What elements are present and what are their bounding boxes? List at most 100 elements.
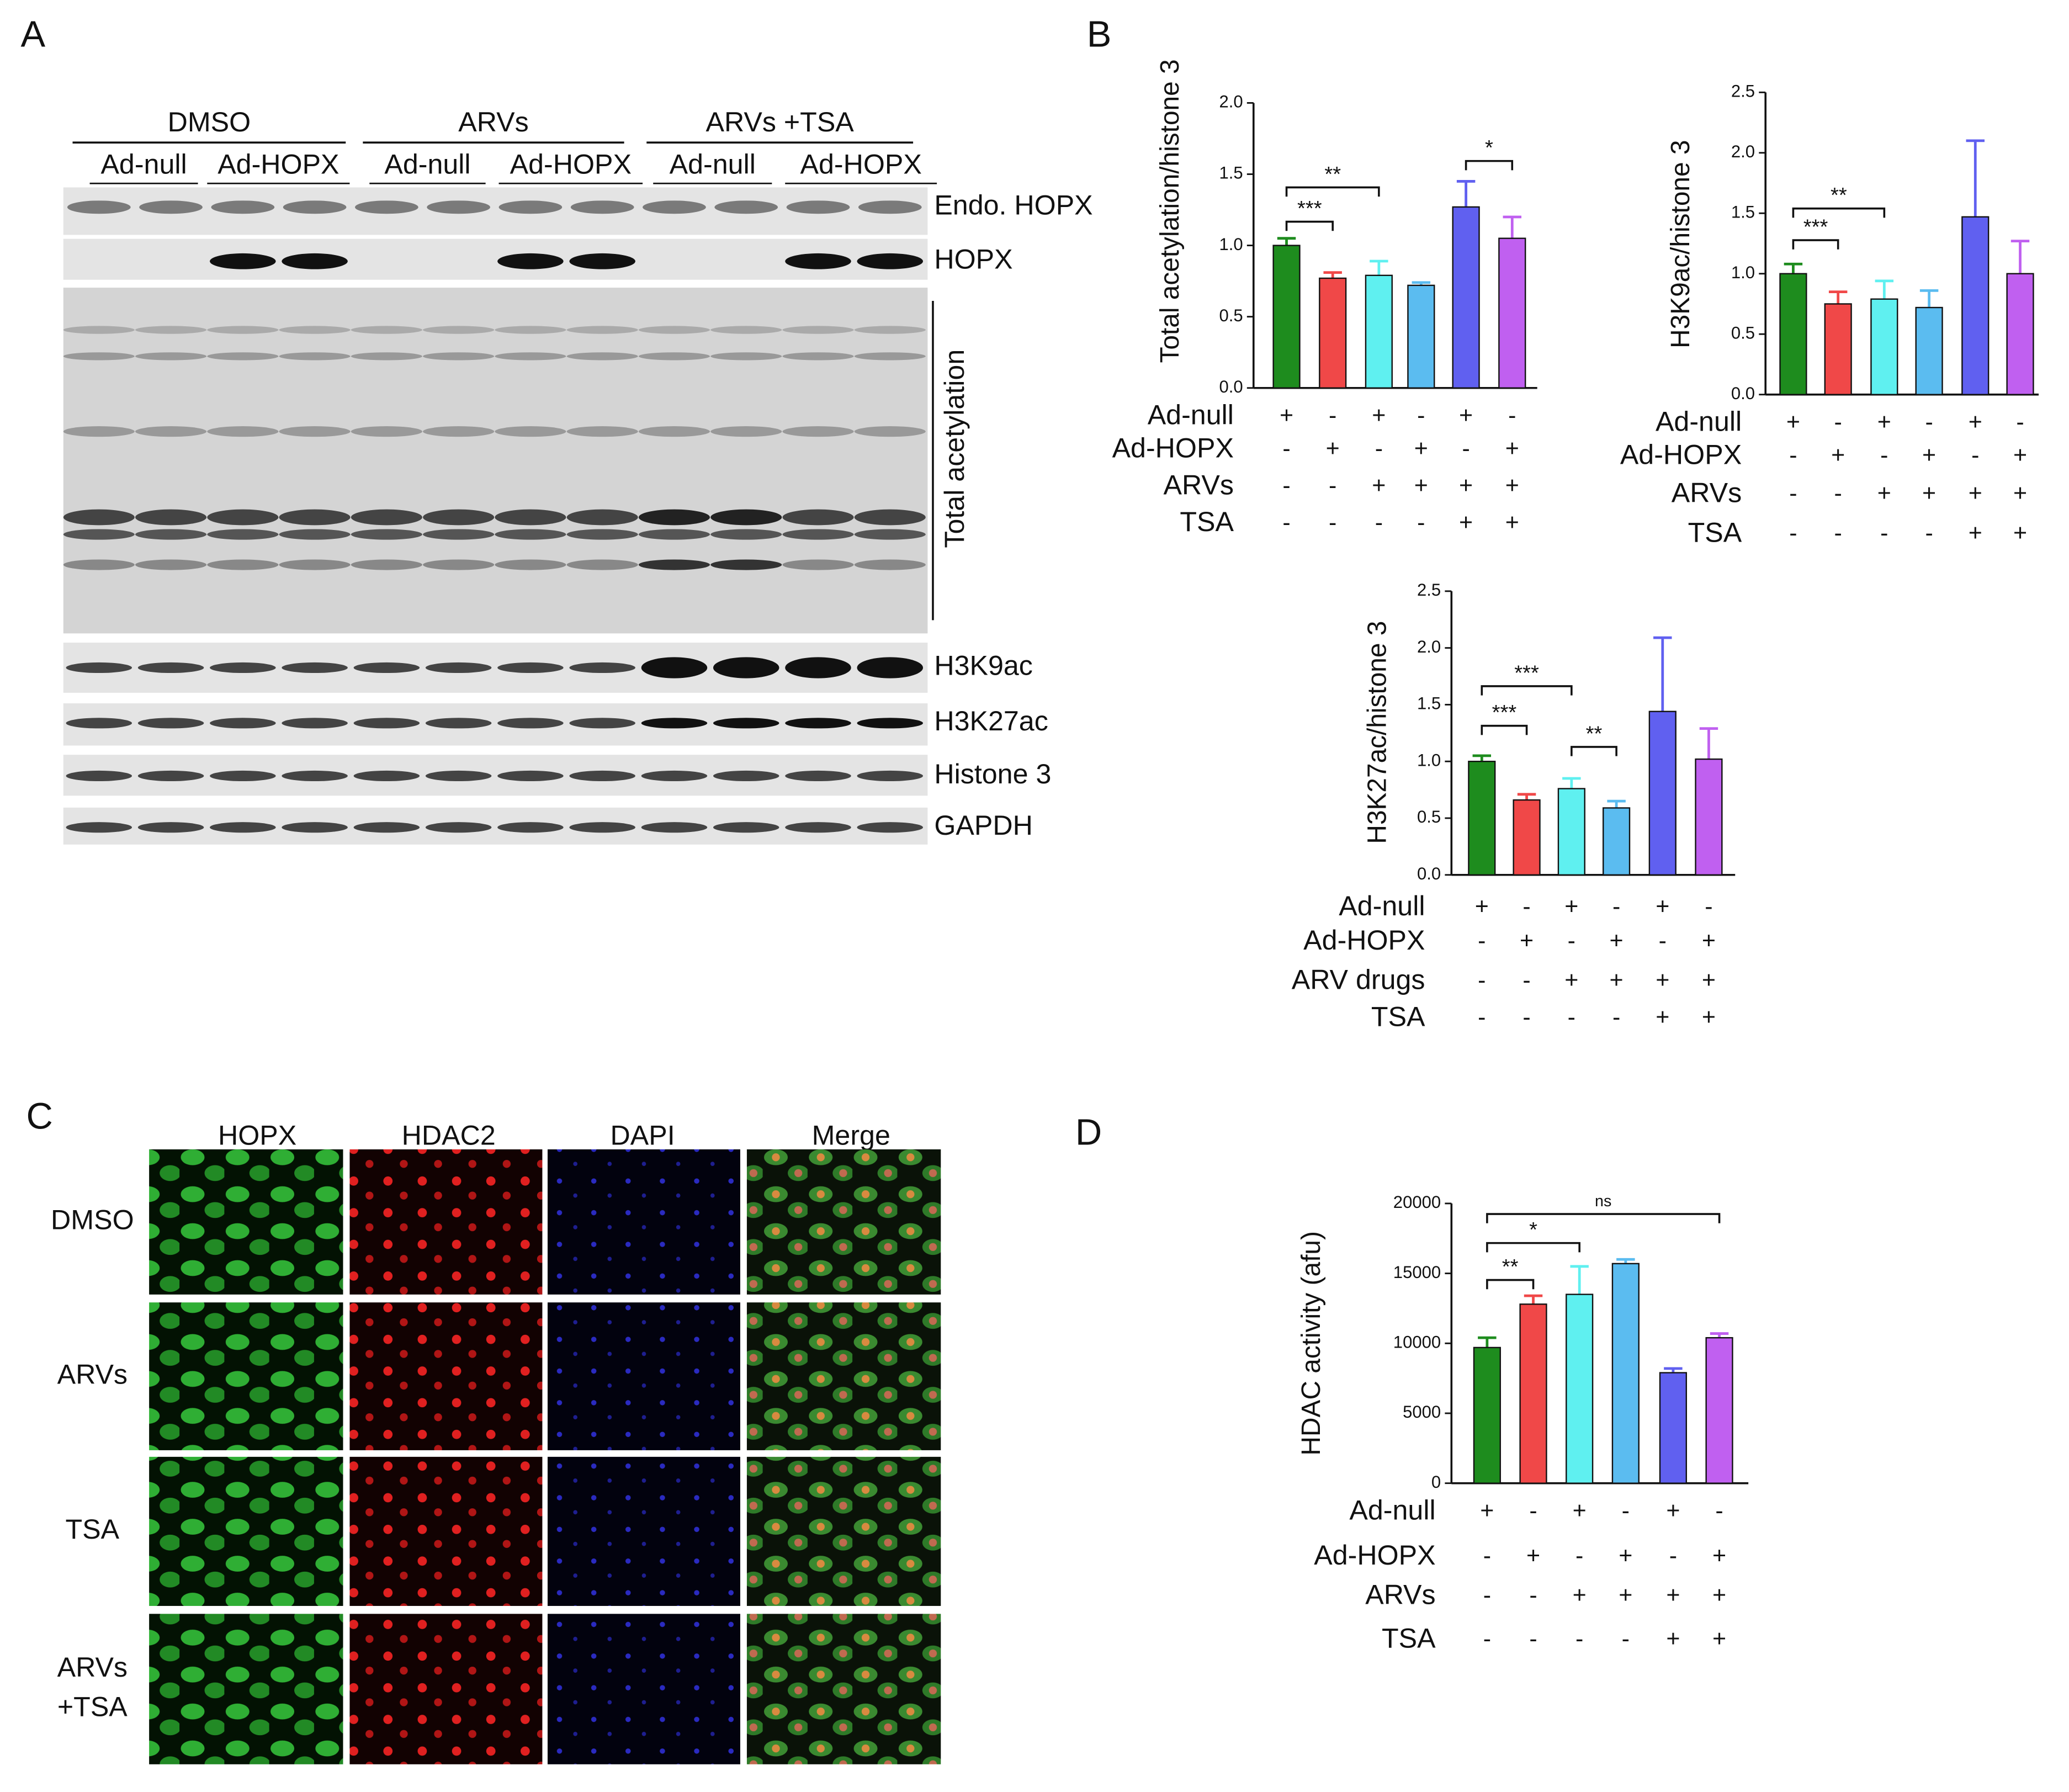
significance-label: ***: [1492, 701, 1517, 724]
band: [210, 822, 276, 833]
condition-sign: -: [1575, 1625, 1583, 1652]
lane-label: Ad-HOPX: [510, 149, 632, 179]
band: [785, 718, 851, 729]
lane-label: Ad-HOPX: [217, 149, 339, 179]
band: [713, 770, 779, 782]
condition-sign: -: [1789, 480, 1797, 507]
condition-sign: +: [1505, 509, 1519, 536]
condition-sign: +: [1619, 1542, 1632, 1569]
bar: [1468, 760, 1496, 876]
condition-sign: +: [1656, 967, 1669, 994]
condition-sign: +: [1656, 1004, 1669, 1031]
condition-sign: -: [1478, 927, 1486, 954]
band: [63, 326, 135, 334]
condition-sign: -: [1612, 1004, 1620, 1031]
condition-sign: -: [1329, 509, 1336, 536]
condition-sign: +: [1656, 893, 1669, 920]
condition-sign: -: [1715, 1498, 1723, 1524]
condition-sign: -: [1375, 435, 1383, 462]
band: [423, 509, 495, 526]
band: [279, 426, 351, 437]
micrograph: [349, 1456, 543, 1606]
band: [854, 352, 926, 360]
band: [785, 253, 851, 269]
y-tick-label: 2.0: [1417, 637, 1441, 656]
panel-label: B: [1087, 14, 1112, 55]
condition-sign: +: [1480, 1498, 1494, 1524]
condition-sign: +: [1505, 472, 1519, 499]
significance-bracket: [1285, 186, 1380, 197]
condition-sign: +: [1573, 1582, 1587, 1609]
band: [135, 509, 207, 526]
bar: [1473, 1346, 1501, 1484]
band: [63, 559, 135, 570]
band: [710, 559, 782, 570]
bar: [1870, 298, 1898, 395]
y-tick-label: 0.0: [1731, 384, 1755, 403]
condition-sign: -: [1529, 1625, 1537, 1652]
band: [785, 822, 851, 833]
blot-label: GAPDH: [934, 810, 1032, 841]
significance-label: ***: [1803, 215, 1828, 239]
y-tick-label: 1.5: [1219, 163, 1243, 183]
lane-label: Ad-null: [100, 149, 187, 179]
y-tick-label: 2.0: [1731, 142, 1755, 161]
band: [641, 718, 708, 729]
y-tick-label: 15000: [1393, 1263, 1441, 1282]
y-tick-label: 1.0: [1417, 750, 1441, 770]
condition-sign: +: [1526, 1542, 1540, 1569]
condition-sign: +: [1280, 402, 1293, 429]
condition-sign: -: [1478, 967, 1486, 994]
band: [566, 326, 638, 334]
band: [710, 326, 782, 334]
blot-label: Total acetylation: [939, 349, 970, 548]
condition-sign: -: [1880, 442, 1888, 468]
band: [66, 718, 132, 729]
row-label: DMSO: [51, 1205, 134, 1236]
bar: [1365, 274, 1393, 389]
bar: [1272, 245, 1301, 389]
band: [67, 200, 131, 214]
blot-label: Endo. HOPX: [934, 190, 1092, 221]
y-axis-title: H3K9ac/histone 3: [1666, 140, 1695, 348]
bar: [1513, 799, 1541, 876]
bar: [1611, 1263, 1640, 1484]
condition-sign: -: [1529, 1582, 1537, 1609]
condition-sign: -: [2016, 409, 2024, 436]
condition-sign: +: [2013, 480, 2027, 507]
condition-label: Ad-HOPX: [1314, 1540, 1435, 1571]
band: [495, 352, 566, 360]
condition-sign: -: [1375, 509, 1383, 536]
condition-sign: -: [1329, 402, 1336, 429]
condition-sign: +: [1414, 435, 1428, 462]
condition-sign: -: [1462, 435, 1469, 462]
condition-sign: +: [1459, 472, 1473, 499]
band: [495, 559, 566, 570]
condition-sign: -: [1834, 519, 1842, 546]
band: [423, 326, 495, 334]
band: [207, 529, 279, 540]
y-tick-label: 5000: [1403, 1402, 1441, 1422]
row-label: ARVs: [57, 1359, 128, 1390]
micrograph: [149, 1614, 343, 1764]
condition-label: TSA: [1382, 1623, 1436, 1653]
band: [497, 253, 564, 269]
blot: [63, 755, 928, 796]
band: [425, 662, 492, 674]
band: [710, 509, 782, 526]
band: [497, 770, 564, 782]
y-tick-label: 0: [1431, 1472, 1441, 1492]
band: [638, 509, 710, 526]
condition-sign: -: [1568, 927, 1575, 954]
panel-label: D: [1075, 1111, 1102, 1153]
band: [282, 822, 348, 833]
condition-label: ARVs: [1672, 478, 1742, 508]
condition-sign: -: [1529, 1498, 1537, 1524]
y-tick-label: 10000: [1393, 1333, 1441, 1352]
condition-sign: +: [1666, 1625, 1680, 1652]
condition-sign: -: [1622, 1625, 1630, 1652]
band: [279, 559, 351, 570]
bar: [1824, 303, 1852, 395]
condition-sign: +: [1969, 519, 1982, 546]
